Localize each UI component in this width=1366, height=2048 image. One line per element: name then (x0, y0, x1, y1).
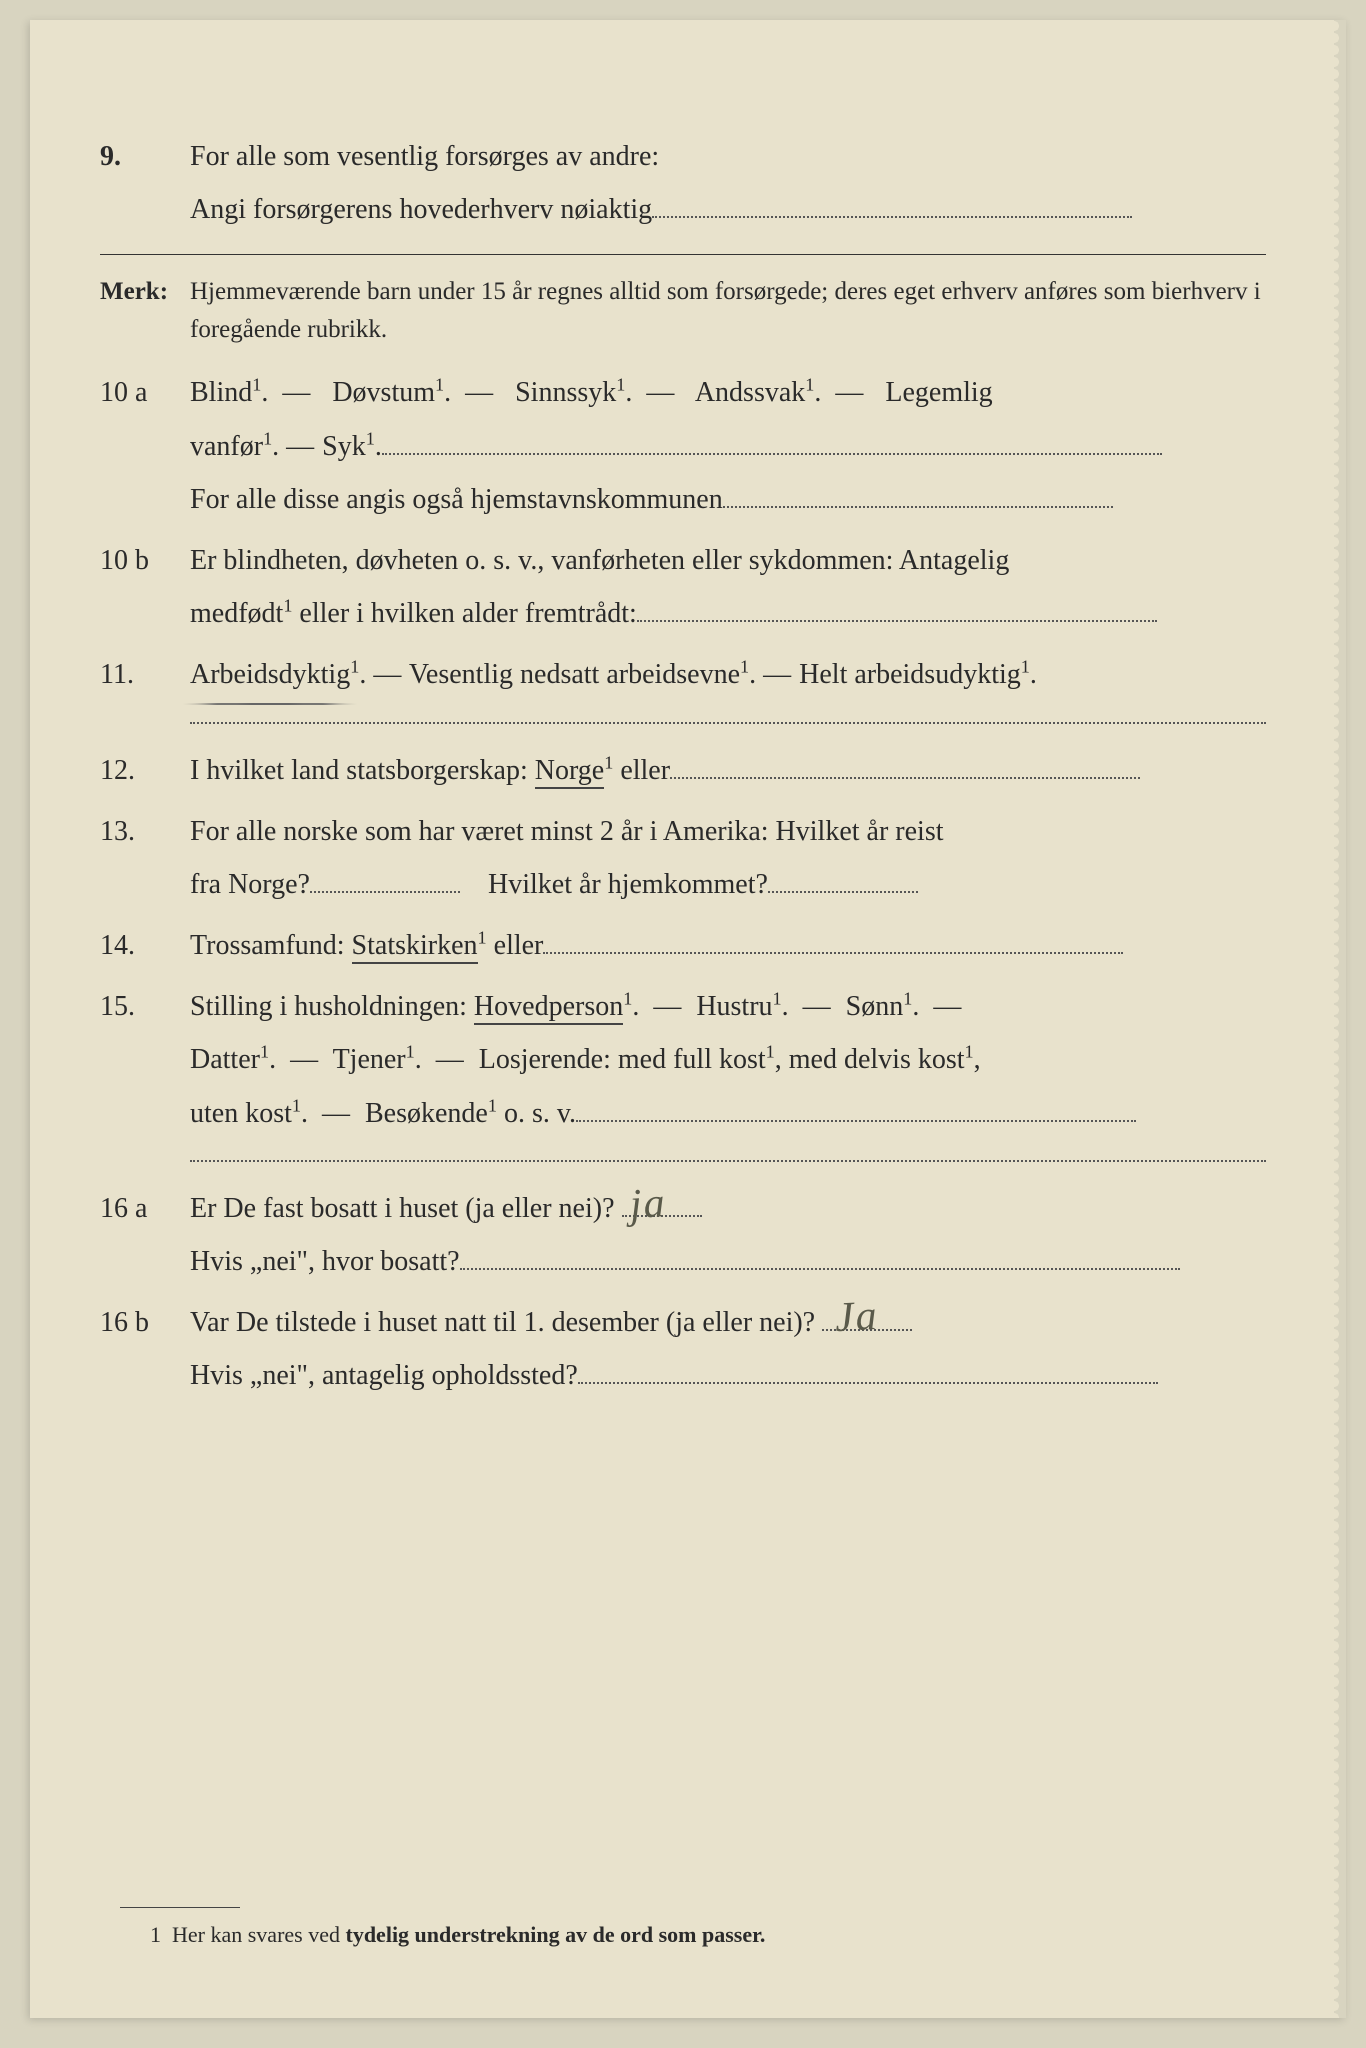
q14-text1: Trossamfund: (190, 930, 352, 961)
q14-opt1: Statskirken (352, 930, 478, 964)
q11-number: 11. (100, 648, 190, 701)
footnote-bold: tydelig understrekning av de ord som pas… (346, 1922, 766, 1947)
q14-content: Trossamfund: Statskirken1 eller (190, 919, 1266, 972)
q13-content: For alle norske som har været minst 2 år… (190, 805, 1266, 911)
q10a-opt3: Sinnssyk (515, 377, 616, 408)
q10a-number: 10 a (100, 366, 190, 419)
q15-opt1: Hovedperson (474, 991, 623, 1025)
question-16b: 16 b Var De tilstede i huset natt til 1.… (100, 1296, 1266, 1402)
q10a-opt2: Døvstum (332, 377, 435, 408)
q15-opt3: Sønn (846, 991, 904, 1022)
footnote-text: Her kan svares ved (172, 1922, 346, 1947)
q11-content: Arbeidsdyktig1. — Vesentlig nedsatt arbe… (190, 648, 1266, 701)
q12-content: I hvilket land statsborgerskap: Norge1 e… (190, 744, 1266, 797)
q10b-number: 10 b (100, 534, 190, 587)
q10b-text2: medfødt (190, 598, 283, 629)
dotted-divider-2 (190, 1160, 1266, 1162)
q11-opt3: Helt arbeidsudyktig (799, 659, 1021, 690)
q10a-opt7: Syk (322, 431, 366, 462)
footnote-rule (120, 1907, 240, 1908)
q16a-text1: Er De fast bosatt i huset (ja eller nei)… (190, 1193, 615, 1224)
q10b-content: Er blindheten, døvheten o. s. v., vanfør… (190, 534, 1266, 640)
q16b-text2: Hvis „nei", antagelig opholdssted? (190, 1360, 578, 1391)
document-page: 9. For alle som vesentlig forsørges av a… (30, 20, 1346, 2018)
q16b-number: 16 b (100, 1296, 190, 1349)
q15-number: 15. (100, 980, 190, 1033)
question-14: 14. Trossamfund: Statskirken1 eller (100, 919, 1266, 972)
question-13: 13. For alle norske som har været minst … (100, 805, 1266, 911)
q15-opt6: Besøkende (365, 1098, 488, 1129)
q10a-content: Blind1. — Døvstum1. — Sinnssyk1. — Andss… (190, 366, 1266, 526)
q10b-text1: Er blindheten, døvheten o. s. v., vanfør… (190, 545, 1009, 576)
q10a-opt6: vanfør (190, 431, 263, 462)
q10a-line2: For alle disse angis også hjemstavnskomm… (190, 484, 723, 515)
q10a-opt5: Legemlig (885, 377, 992, 408)
q13-text3: Hvilket år hjemkommet? (488, 869, 768, 900)
q16a-number: 16 a (100, 1182, 190, 1235)
perforated-edge (1334, 20, 1346, 2018)
q11-opt2: Vesentlig nedsatt arbeidsevne (409, 659, 740, 690)
q12-text1: I hvilket land statsborgerskap: (190, 755, 535, 786)
q13-number: 13. (100, 805, 190, 858)
q15-text4: uten kost (190, 1098, 292, 1129)
q16a-text2: Hvis „nei", hvor bosatt? (190, 1246, 460, 1277)
q10b-text3: eller i hvilken alder fremtrådt: (292, 598, 636, 629)
q15-text5: o. s. v. (504, 1098, 576, 1129)
q16b-content: Var De tilstede i huset natt til 1. dese… (190, 1296, 1266, 1402)
q15-content: Stilling i husholdningen: Hovedperson1. … (190, 980, 1266, 1140)
q15-text1: Stilling i husholdningen: (190, 991, 474, 1022)
merk-label: Merk: (100, 273, 190, 311)
q16a-content: Er De fast bosatt i huset (ja eller nei)… (190, 1182, 1266, 1288)
q12-number: 12. (100, 744, 190, 797)
q15-text3: , med delvis kost (775, 1044, 965, 1075)
q16a-answer: ja (627, 1164, 668, 1246)
q13-text2: fra Norge? (190, 869, 310, 900)
merk-text: Hjemmeværende barn under 15 år regnes al… (190, 273, 1266, 348)
question-12: 12. I hvilket land statsborgerskap: Norg… (100, 744, 1266, 797)
footnote: 1 Her kan svares ved tydelig understrekn… (150, 1922, 765, 1948)
q9-line1: For alle som vesentlig forsørges av andr… (190, 141, 659, 172)
question-11: 11. Arbeidsdyktig1. — Vesentlig nedsatt … (100, 648, 1266, 701)
q12-opt1: Norge (535, 755, 604, 789)
q9-line2: Angi forsørgerens hovederhverv nøiaktig (190, 194, 652, 225)
q10a-opt1: Blind (190, 377, 252, 408)
q16b-text1: Var De tilstede i huset natt til 1. dese… (190, 1307, 815, 1338)
dotted-divider (190, 722, 1266, 724)
question-10b: 10 b Er blindheten, døvheten o. s. v., v… (100, 534, 1266, 640)
q14-text2: eller (494, 930, 544, 961)
q11-opt1: Arbeidsdyktig (190, 648, 350, 701)
question-15: 15. Stilling i husholdningen: Hovedperso… (100, 980, 1266, 1140)
question-10a: 10 a Blind1. — Døvstum1. — Sinnssyk1. — … (100, 366, 1266, 526)
q15-opt2: Hustru (696, 991, 772, 1022)
q15-text2: Losjerende: med full kost (479, 1044, 766, 1075)
q9-number: 9. (100, 130, 190, 183)
question-9: 9. For alle som vesentlig forsørges av a… (100, 130, 1266, 236)
q12-text2: eller (620, 755, 670, 786)
q15-opt5: Tjener (333, 1044, 406, 1075)
divider (100, 254, 1266, 255)
q14-number: 14. (100, 919, 190, 972)
q10a-opt4: Andssvak (695, 377, 805, 408)
merk-note: Merk: Hjemmeværende barn under 15 år reg… (100, 273, 1266, 348)
q15-opt4: Datter (190, 1044, 260, 1075)
q9-content: For alle som vesentlig forsørges av andr… (190, 130, 1266, 236)
question-16a: 16 a Er De fast bosatt i huset (ja eller… (100, 1182, 1266, 1288)
q16b-answer: Ja (833, 1277, 881, 1359)
q13-text1: For alle norske som har været minst 2 år… (190, 816, 944, 847)
footnote-marker: 1 (150, 1922, 161, 1947)
